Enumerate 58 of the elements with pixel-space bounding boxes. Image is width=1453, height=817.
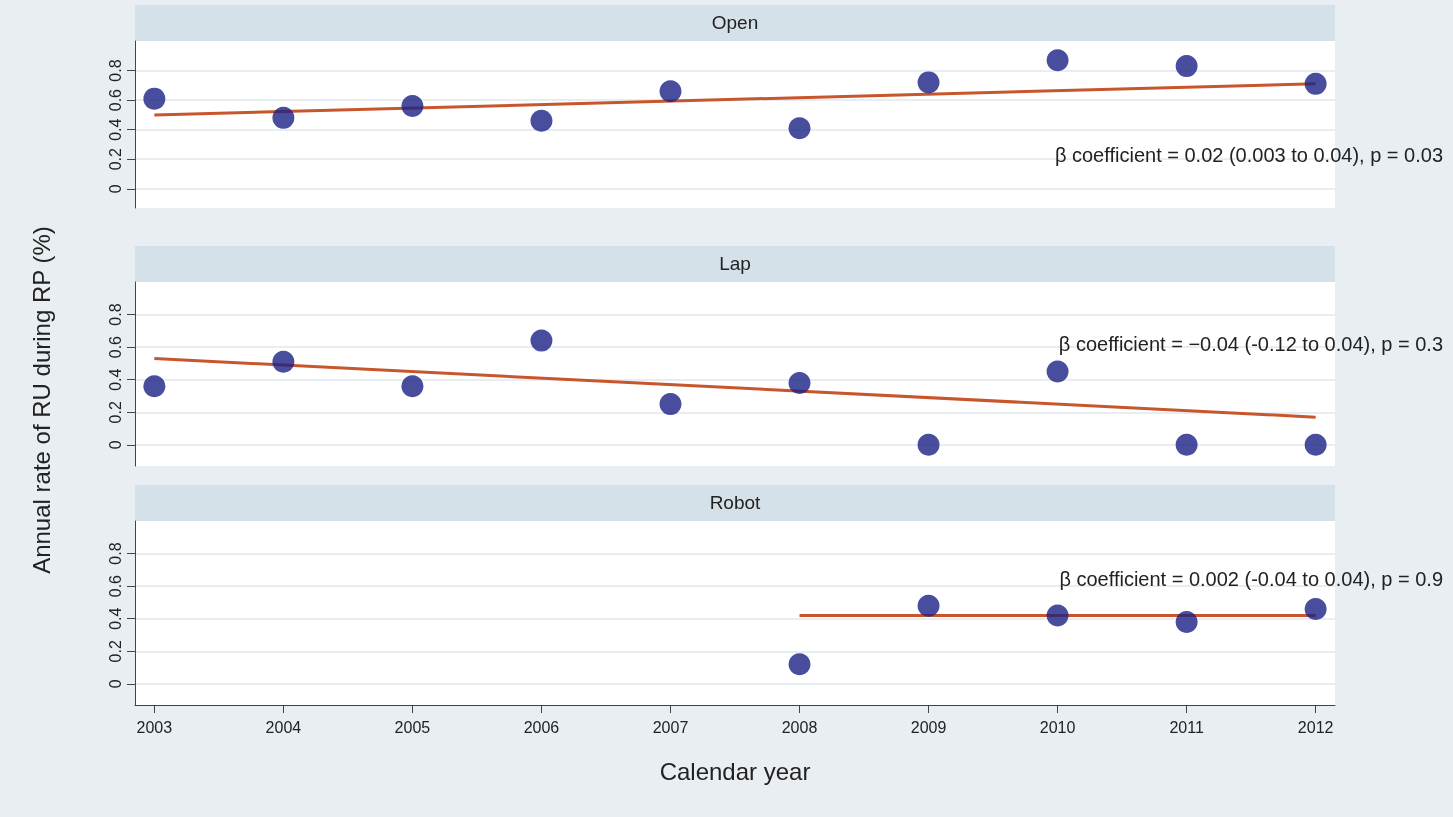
annotation: β coefficient = 0.002 (-0.04 to 0.04), p = 0.9 [1059,568,1444,590]
y-tick-label: 0.4 [106,607,124,630]
x-tick-label: 2011 [1169,718,1204,736]
y-tick-label: 0.8 [106,59,124,82]
y-tick-label: 0 [106,679,124,689]
x-axis-title: Calendar year [659,758,811,786]
y-tick-label: 0 [106,440,124,450]
y-tick-label: 0.6 [106,335,124,359]
x-tick-label: 2007 [652,718,689,736]
point [1304,433,1327,456]
x-tick-label: 2005 [394,718,431,736]
point [1175,610,1198,633]
annotation: β coefficient = 0.02 (0.003 to 0.04), p = 0.03 [1054,144,1444,166]
point [143,87,166,110]
point [1175,433,1198,456]
point [788,371,811,394]
y-tick-label: 0 [106,184,124,194]
point [788,117,811,140]
y-tick-label: 0.4 [106,118,124,141]
y-tick-label: 0.6 [106,88,124,112]
y-tick-label: 0.8 [106,303,124,326]
point [530,329,553,352]
point [1175,55,1198,78]
point [530,109,553,132]
point [917,594,940,617]
x-tick-label: 2009 [910,718,947,736]
point [401,375,424,398]
x-tick-label: 2006 [523,718,560,736]
point [1046,49,1069,72]
x-tick-label: 2010 [1039,718,1076,736]
x-tick-label: 2008 [781,718,818,736]
point [1304,597,1327,620]
chart-title: Robot [135,485,1335,521]
point [917,433,940,456]
point [1304,72,1327,95]
chart-title: Open [135,5,1335,41]
y-tick-label: 0.6 [106,574,124,598]
annotation: β coefficient = −0.04 (-0.12 to 0.04), p = 0.3 [1058,333,1444,355]
point [917,71,940,94]
x-tick-label: 2003 [136,718,173,736]
chart-title: Lap [135,246,1335,282]
y-tick-label: 0.2 [106,148,124,171]
y-tick-label: 0.2 [106,401,124,424]
x-tick-label: 2004 [265,718,302,736]
y-axis-title: Annual rate of RU during RP (%) [28,226,56,574]
point [272,106,295,129]
y-tick-label: 0.4 [106,368,124,391]
x-tick-label: 2012 [1297,718,1334,736]
point [1046,360,1069,383]
point [659,393,682,416]
point [1046,604,1069,627]
point [401,95,424,118]
y-tick-label: 0.8 [106,542,124,565]
point [272,350,295,373]
point [143,375,166,398]
point [659,80,682,103]
y-tick-label: 0.2 [106,640,124,663]
point [788,653,811,676]
